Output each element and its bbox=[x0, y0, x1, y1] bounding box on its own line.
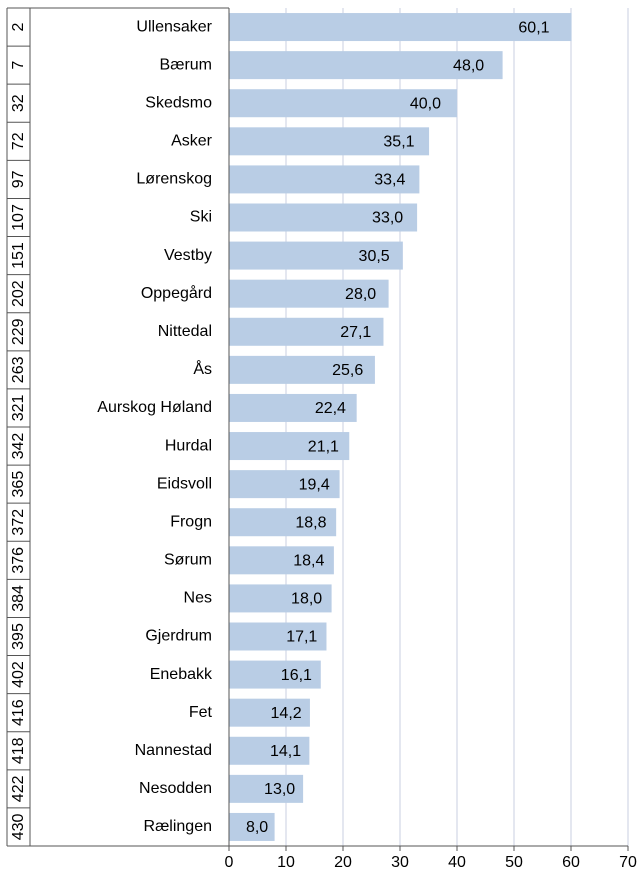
bar bbox=[229, 508, 337, 537]
x-tick-label: 60 bbox=[562, 854, 580, 871]
y-tick-label: Nittedal bbox=[158, 323, 212, 340]
bar bbox=[229, 698, 310, 727]
rank-label: 321 bbox=[10, 395, 27, 422]
value-label: 19,4 bbox=[299, 476, 330, 493]
value-label: 18,4 bbox=[293, 553, 324, 570]
bar bbox=[229, 203, 418, 232]
value-label: 17,1 bbox=[286, 629, 317, 646]
y-tick-label: Bærum bbox=[160, 56, 212, 73]
rank-label: 151 bbox=[10, 242, 27, 269]
y-tick-label: Hurdal bbox=[165, 437, 212, 454]
bar bbox=[229, 470, 340, 499]
y-tick-label: Fet bbox=[189, 704, 213, 721]
y-tick-label: Rælingen bbox=[144, 818, 212, 835]
y-tick-label: Frogn bbox=[170, 513, 212, 530]
bar bbox=[229, 89, 457, 118]
value-label: 40,0 bbox=[410, 95, 441, 112]
rank-label: 384 bbox=[10, 585, 27, 612]
rank-label: 376 bbox=[10, 547, 27, 574]
y-tick-label: Vestby bbox=[164, 247, 212, 264]
value-label: 14,2 bbox=[271, 705, 302, 722]
value-label: 16,1 bbox=[281, 667, 312, 684]
y-tick-label: Oppegård bbox=[141, 284, 212, 302]
value-label: 60,1 bbox=[518, 19, 549, 36]
y-tick-label: Ullensaker bbox=[136, 18, 212, 35]
rank-label: 430 bbox=[10, 814, 27, 841]
value-label: 13,0 bbox=[264, 781, 295, 798]
bar bbox=[229, 546, 334, 575]
rank-label: 395 bbox=[10, 623, 27, 650]
value-label: 21,1 bbox=[308, 438, 339, 455]
bar bbox=[229, 622, 327, 651]
bar bbox=[229, 127, 430, 156]
value-label: 30,5 bbox=[359, 248, 390, 265]
value-label: 33,0 bbox=[372, 210, 403, 227]
value-label: 33,4 bbox=[374, 172, 405, 189]
y-tick-label: Nannestad bbox=[135, 742, 212, 759]
bar bbox=[229, 51, 503, 80]
y-tick-label: Skedsmo bbox=[145, 94, 212, 111]
y-tick-label: Asker bbox=[171, 133, 213, 150]
bar bbox=[229, 736, 310, 765]
x-tick-label: 20 bbox=[334, 854, 352, 871]
bar bbox=[229, 355, 375, 384]
value-label: 48,0 bbox=[453, 57, 484, 74]
rank-label: 2 bbox=[10, 22, 27, 31]
value-label: 18,8 bbox=[295, 514, 326, 531]
y-tick-label: Enebakk bbox=[150, 666, 213, 683]
value-label: 8,0 bbox=[246, 819, 268, 836]
bar bbox=[229, 165, 420, 194]
rank-label: 229 bbox=[10, 318, 27, 345]
rank-label: 97 bbox=[10, 170, 27, 188]
rank-label: 416 bbox=[10, 699, 27, 726]
rank-label: 342 bbox=[10, 433, 27, 460]
x-tick-label: 0 bbox=[225, 854, 234, 871]
x-tick-label: 40 bbox=[448, 854, 466, 871]
y-tick-label: Nes bbox=[184, 590, 212, 607]
bar bbox=[229, 393, 357, 422]
value-label: 27,1 bbox=[340, 324, 371, 341]
rank-label: 7 bbox=[10, 61, 27, 70]
rank-label: 422 bbox=[10, 775, 27, 802]
y-tick-label: Eidsvoll bbox=[157, 475, 212, 492]
value-label: 28,0 bbox=[345, 286, 376, 303]
rank-label: 263 bbox=[10, 356, 27, 383]
value-label: 25,6 bbox=[332, 362, 363, 379]
bar bbox=[229, 317, 384, 346]
y-tick-label: Ås bbox=[193, 359, 212, 378]
rank-label: 372 bbox=[10, 509, 27, 536]
bar bbox=[229, 774, 304, 803]
bar bbox=[229, 432, 350, 461]
value-label: 14,1 bbox=[270, 743, 301, 760]
rank-label: 365 bbox=[10, 471, 27, 498]
rank-label: 402 bbox=[10, 661, 27, 688]
y-tick-label: Lørenskog bbox=[136, 171, 212, 188]
y-tick-label: Gjerdrum bbox=[145, 628, 212, 645]
value-label: 22,4 bbox=[315, 400, 346, 417]
bar bbox=[229, 241, 403, 270]
x-tick-label: 30 bbox=[391, 854, 409, 871]
value-label: 18,0 bbox=[291, 591, 322, 608]
y-tick-label: Nesodden bbox=[139, 780, 212, 797]
bar bbox=[229, 660, 321, 689]
bar bbox=[229, 584, 332, 613]
x-tick-label: 70 bbox=[619, 854, 637, 871]
x-tick-label: 50 bbox=[505, 854, 523, 871]
bar bbox=[229, 13, 572, 42]
bar bbox=[229, 812, 275, 841]
y-tick-label: Aurskog Høland bbox=[97, 399, 212, 416]
rank-label: 72 bbox=[10, 132, 27, 150]
rank-label: 202 bbox=[10, 280, 27, 307]
value-label: 35,1 bbox=[383, 134, 414, 151]
y-tick-label: Sørum bbox=[164, 552, 212, 569]
rank-label: 418 bbox=[10, 737, 27, 764]
rank-label: 32 bbox=[10, 94, 27, 112]
rank-label: 107 bbox=[10, 204, 27, 231]
x-tick-label: 10 bbox=[277, 854, 295, 871]
bar bbox=[229, 279, 389, 308]
y-tick-label: Ski bbox=[190, 209, 212, 226]
